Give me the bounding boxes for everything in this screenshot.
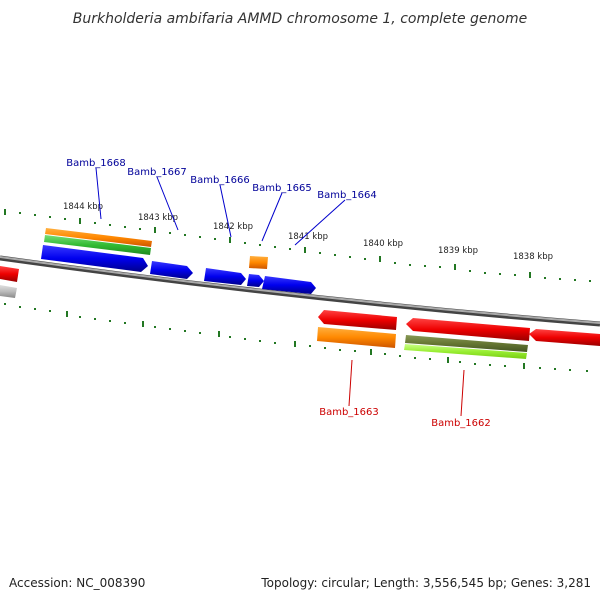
gene-bamb-1663[interactable]: [318, 310, 397, 330]
green-feature-1668[interactable]: [44, 235, 151, 255]
partial-reverse-gene-right[interactable]: [529, 329, 600, 346]
gene-bamb-1668[interactable]: [41, 245, 148, 272]
orange-feature-1668[interactable]: [45, 228, 152, 247]
map-title: Burkholderia ambifaria AMMD chromosome 1…: [73, 11, 527, 27]
tick-label: 1842 kbp: [213, 222, 253, 232]
genome-stats-text: Topology: circular; Length: 3,556,545 bp…: [260, 576, 591, 590]
top-gene-labels: Bamb_1668 Bamb_1667 Bamb_1666 Bamb_1665 …: [66, 158, 377, 201]
gene-bamb-1666[interactable]: [204, 268, 246, 285]
tick-label: 1838 kbp: [513, 252, 553, 262]
gene-bamb-1664[interactable]: [262, 276, 316, 294]
lower-tick-ring: [4, 303, 588, 372]
gene-label-bamb-1665[interactable]: Bamb_1665: [252, 183, 312, 194]
tick-labels: 1844 kbp 1843 kbp 1842 kbp 1841 kbp 1840…: [63, 202, 553, 262]
gene-label-bamb-1667[interactable]: Bamb_1667: [127, 167, 187, 178]
tick-label: 1841 kbp: [288, 232, 328, 242]
accession-text: Accession: NC_008390: [9, 576, 145, 590]
bottom-leader-lines: [348, 359, 465, 417]
tick-label: 1840 kbp: [363, 239, 403, 249]
gene-bamb-1662[interactable]: [406, 318, 530, 341]
gene-bamb-1665[interactable]: [247, 274, 264, 287]
partial-reverse-gene-left[interactable]: [0, 266, 19, 282]
tick-label: 1839 kbp: [438, 246, 478, 256]
orange-feature-1666[interactable]: [249, 256, 268, 269]
tick-label: 1843 kbp: [138, 213, 178, 223]
chromosome-backbone-highlight: [0, 256, 600, 324]
top-leader-lines: [95, 167, 346, 246]
upper-tick-ring: [4, 209, 591, 282]
gene-label-bamb-1662[interactable]: Bamb_1662: [431, 418, 491, 429]
gene-bamb-1667[interactable]: [150, 261, 193, 279]
gene-label-bamb-1666[interactable]: Bamb_1666: [190, 175, 250, 186]
bottom-gene-labels: Bamb_1663 Bamb_1662: [319, 407, 491, 429]
partial-grey-feature-left[interactable]: [0, 285, 17, 298]
orange-feature-1663[interactable]: [317, 327, 396, 348]
gene-label-bamb-1664[interactable]: Bamb_1664: [317, 190, 377, 201]
gene-label-bamb-1668[interactable]: Bamb_1668: [66, 158, 126, 169]
lightgreen-feature-1662[interactable]: [404, 344, 527, 359]
tick-label: 1844 kbp: [63, 202, 103, 212]
gene-label-bamb-1663[interactable]: Bamb_1663: [319, 407, 379, 418]
olive-feature-1662[interactable]: [405, 335, 528, 352]
